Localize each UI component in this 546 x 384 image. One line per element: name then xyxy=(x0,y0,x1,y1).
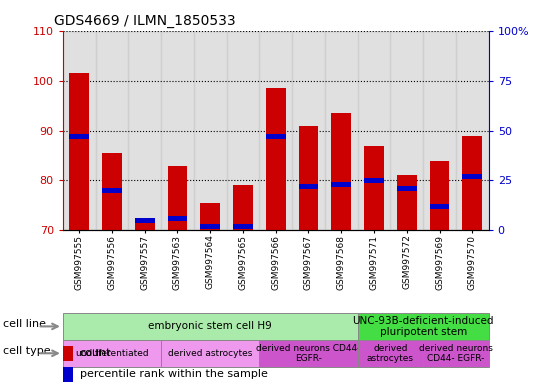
Bar xyxy=(233,185,253,230)
Bar xyxy=(233,224,253,228)
Bar xyxy=(462,174,482,179)
Bar xyxy=(69,73,89,230)
Text: cell line: cell line xyxy=(3,319,46,329)
Bar xyxy=(364,146,384,230)
Bar xyxy=(102,153,122,230)
Bar xyxy=(266,134,286,139)
Bar xyxy=(63,367,73,382)
Bar xyxy=(456,31,489,230)
Bar xyxy=(168,216,187,221)
Bar xyxy=(102,188,122,193)
Bar xyxy=(200,203,220,230)
Bar xyxy=(292,31,325,230)
Bar xyxy=(69,134,89,139)
Text: count: count xyxy=(80,348,111,358)
Bar xyxy=(423,31,456,230)
Text: embryonic stem cell H9: embryonic stem cell H9 xyxy=(149,321,272,331)
Text: GDS4669 / ILMN_1850533: GDS4669 / ILMN_1850533 xyxy=(54,14,236,28)
Bar xyxy=(430,204,449,209)
Bar xyxy=(63,31,96,230)
Bar xyxy=(325,31,358,230)
Bar xyxy=(96,31,128,230)
Bar xyxy=(397,186,417,191)
Bar xyxy=(161,31,194,230)
Bar xyxy=(397,175,417,230)
Bar xyxy=(266,88,286,230)
Text: cell type: cell type xyxy=(3,346,51,356)
Text: undifferentiated: undifferentiated xyxy=(75,349,149,358)
Bar xyxy=(364,178,384,183)
Bar xyxy=(259,31,292,230)
Text: derived astrocytes: derived astrocytes xyxy=(168,349,252,358)
Text: percentile rank within the sample: percentile rank within the sample xyxy=(80,369,268,379)
Bar xyxy=(63,346,73,361)
Bar xyxy=(135,218,155,223)
Bar xyxy=(200,224,220,228)
Bar xyxy=(430,161,449,230)
Text: derived neurons CD44-
EGFR-: derived neurons CD44- EGFR- xyxy=(256,344,361,363)
Text: derived
astrocytes: derived astrocytes xyxy=(367,344,414,363)
Bar xyxy=(331,182,351,187)
Bar xyxy=(358,31,390,230)
Bar xyxy=(299,184,318,189)
Bar xyxy=(135,223,155,230)
Bar xyxy=(227,31,259,230)
Bar xyxy=(462,136,482,230)
Bar xyxy=(299,126,318,230)
Bar xyxy=(331,113,351,230)
Text: UNC-93B-deficient-induced
pluripotent stem: UNC-93B-deficient-induced pluripotent st… xyxy=(352,316,494,337)
Text: derived neurons
CD44- EGFR-: derived neurons CD44- EGFR- xyxy=(419,344,493,363)
Bar xyxy=(194,31,227,230)
Bar xyxy=(168,166,187,230)
Bar xyxy=(390,31,423,230)
Bar xyxy=(128,31,161,230)
